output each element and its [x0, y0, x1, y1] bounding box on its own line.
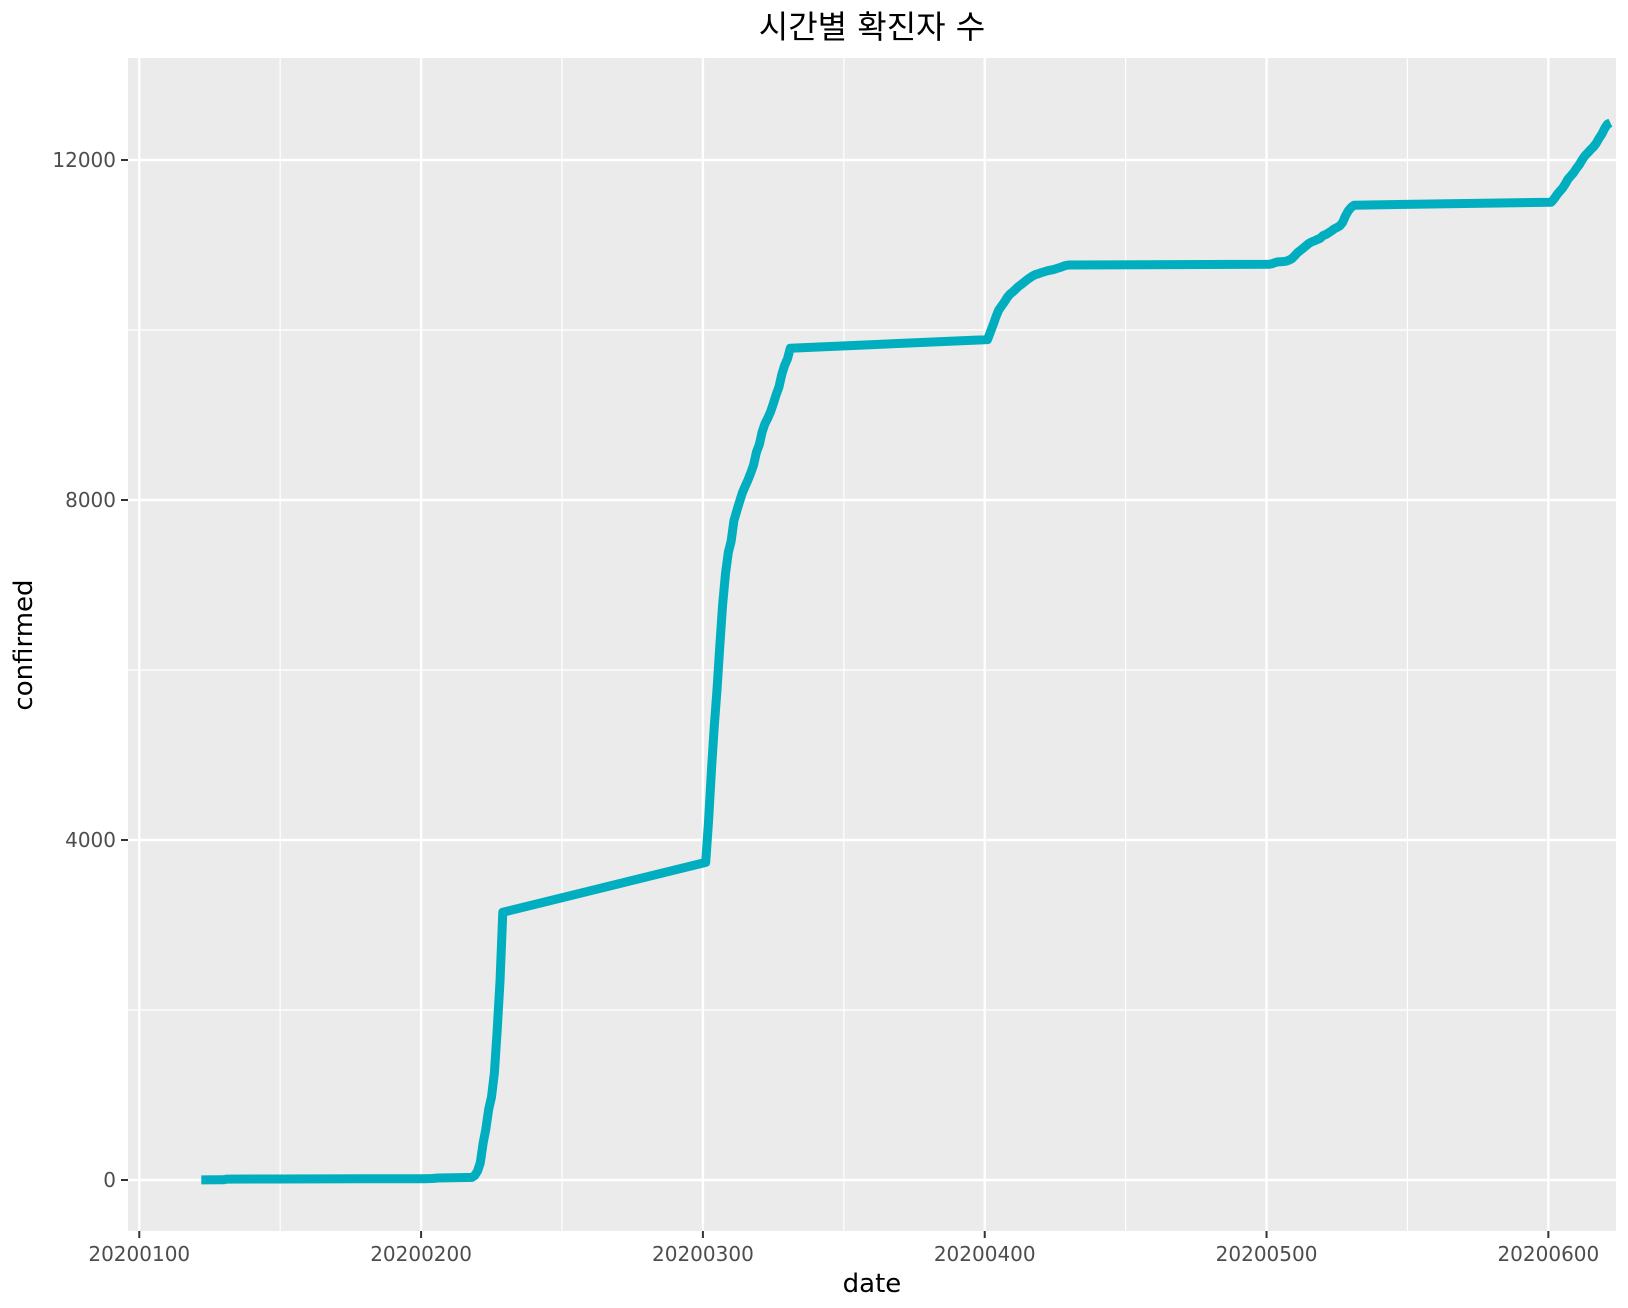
major-gridlines	[128, 58, 1616, 1231]
series-line	[201, 118, 1613, 1185]
x-tick-label: 20200200	[370, 1242, 472, 1266]
x-axis-title: date	[843, 1269, 902, 1299]
y-tick-label: 0	[103, 1168, 116, 1192]
y-axis: 0 4000 8000 12000	[52, 148, 128, 1192]
chart-title: 시간별 확진자 수	[759, 8, 985, 46]
plot-panel	[128, 58, 1616, 1231]
x-tick-label: 20200600	[1497, 1242, 1599, 1266]
x-tick-label: 20200400	[934, 1242, 1036, 1266]
minor-gridlines	[128, 58, 1616, 1231]
y-tick-label: 4000	[65, 828, 116, 852]
x-tick-label: 20200500	[1216, 1242, 1318, 1266]
x-tick-label: 20200300	[652, 1242, 754, 1266]
x-tick-label: 20200100	[88, 1242, 190, 1266]
y-axis-title: confirmed	[9, 579, 39, 710]
y-tick-label: 12000	[52, 148, 116, 172]
y-tick-label: 8000	[65, 488, 116, 512]
series-layer	[201, 118, 1613, 1185]
x-axis: 20200100 20200200 20200300 20200400 20200500…	[88, 1231, 1599, 1266]
